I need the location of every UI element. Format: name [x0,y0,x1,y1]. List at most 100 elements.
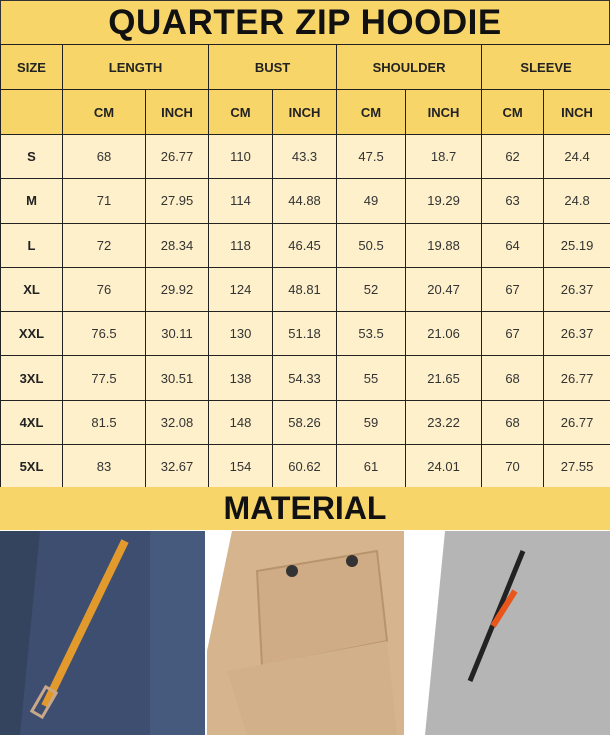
size-table: SIZE LENGTH BUST SHOULDER SLEEVE CM INCH… [0,44,610,490]
value-cell: 32.67 [144,444,210,490]
value-cell: 26.37 [543,266,610,313]
value-cell: 26.77 [144,133,210,180]
size-cell: XL [0,266,63,313]
value-cell: 47.5 [336,133,407,180]
value-cell: 77.5 [62,355,146,401]
table-row: 4XL 81.5 32.08 148 58.26 59 23.22 68 26.77 [0,399,610,446]
value-cell: 54.33 [272,355,338,401]
value-cell: 26.77 [543,399,610,446]
value-cell: 68 [62,133,146,180]
table-row: M 71 27.95 114 44.88 49 19.29 63 24.8 [0,178,610,224]
value-cell: 72 [62,222,146,268]
value-cell: 44.88 [272,178,338,224]
value-cell: 81.5 [62,399,146,446]
unit-header: CM [481,89,545,135]
value-cell: 21.65 [405,355,483,401]
value-cell: 27.95 [144,178,210,224]
value-cell: 138 [208,355,274,401]
value-cell: 26.77 [543,355,610,401]
value-cell: 49 [336,178,407,224]
unit-header: CM [62,89,146,135]
value-cell: 50.5 [336,222,407,268]
empty-header [0,89,63,135]
value-cell: 61 [336,444,407,490]
value-cell: 67 [481,311,545,357]
value-cell: 59 [336,399,407,446]
value-cell: 130 [208,311,274,357]
value-cell: 148 [208,399,274,446]
value-cell: 32.08 [144,399,210,446]
unit-header: CM [208,89,274,135]
value-cell: 55 [336,355,407,401]
shoulder-header: SHOULDER [336,44,483,90]
value-cell: 76 [62,266,146,313]
value-cell: 51.18 [272,311,338,357]
size-header: SIZE [0,44,63,90]
value-cell: 76.5 [62,311,146,357]
value-cell: 21.06 [405,311,483,357]
unit-header: INCH [144,89,210,135]
value-cell: 62 [481,133,545,180]
value-cell: 24.4 [543,133,610,180]
khaki-pocket-photo [207,531,404,735]
value-cell: 24.8 [543,178,610,224]
size-cell: 5XL [0,444,63,490]
sleeve-header: SLEEVE [481,44,610,90]
size-cell: 3XL [0,355,63,401]
length-header: LENGTH [61,44,210,90]
table-row: XXL 76.5 30.11 130 51.18 53.5 21.06 67 26.37 [0,311,610,357]
table-row: S 68 26.77 110 43.3 47.5 18.7 62 24.4 [0,133,610,180]
value-cell: 114 [208,178,274,224]
value-cell: 64 [481,222,545,268]
value-cell: 43.3 [272,133,338,180]
value-cell: 23.22 [405,399,483,446]
chart-title: QUARTER ZIP HOODIE [0,0,610,45]
unit-header: CM [336,89,407,135]
size-cell: M [0,178,63,224]
value-cell: 26.37 [543,311,610,357]
navy-fabric-photo [0,531,205,735]
table-row: 5XL 83 32.67 154 60.62 61 24.01 70 27.55 [0,444,610,490]
value-cell: 46.45 [272,222,338,268]
grey-zip-photo [405,531,610,735]
value-cell: 24.01 [405,444,483,490]
unit-header: INCH [543,89,610,135]
value-cell: 29.92 [144,266,210,313]
value-cell: 53.5 [336,311,407,357]
value-cell: 58.26 [272,399,338,446]
size-cell: L [0,222,63,268]
value-cell: 70 [481,444,545,490]
value-cell: 67 [481,266,545,313]
value-cell: 30.51 [144,355,210,401]
table-row: XL 76 29.92 124 48.81 52 20.47 67 26.37 [0,266,610,313]
value-cell: 68 [481,355,545,401]
value-cell: 63 [481,178,545,224]
value-cell: 110 [208,133,274,180]
unit-header-row: CM INCH CM INCH CM INCH CM INCH [0,89,610,135]
size-cell: XXL [0,311,63,357]
value-cell: 52 [336,266,407,313]
value-cell: 68 [481,399,545,446]
value-cell: 25.19 [543,222,610,268]
value-cell: 154 [208,444,274,490]
value-cell: 48.81 [272,266,338,313]
unit-header: INCH [272,89,338,135]
value-cell: 124 [208,266,274,313]
table-row: 3XL 77.5 30.51 138 54.33 55 21.65 68 26.77 [0,355,610,401]
value-cell: 19.29 [405,178,483,224]
value-cell: 28.34 [144,222,210,268]
unit-header: INCH [405,89,483,135]
value-cell: 83 [62,444,146,490]
value-cell: 71 [62,178,146,224]
value-cell: 118 [208,222,274,268]
size-cell: 4XL [0,399,63,446]
value-cell: 20.47 [405,266,483,313]
value-cell: 19.88 [405,222,483,268]
group-header-row: SIZE LENGTH BUST SHOULDER SLEEVE [0,44,610,90]
bust-header: BUST [208,44,338,90]
value-cell: 30.11 [144,311,210,357]
value-cell: 27.55 [543,444,610,490]
value-cell: 60.62 [272,444,338,490]
value-cell: 18.7 [405,133,483,180]
material-title: MATERIAL [0,487,610,530]
